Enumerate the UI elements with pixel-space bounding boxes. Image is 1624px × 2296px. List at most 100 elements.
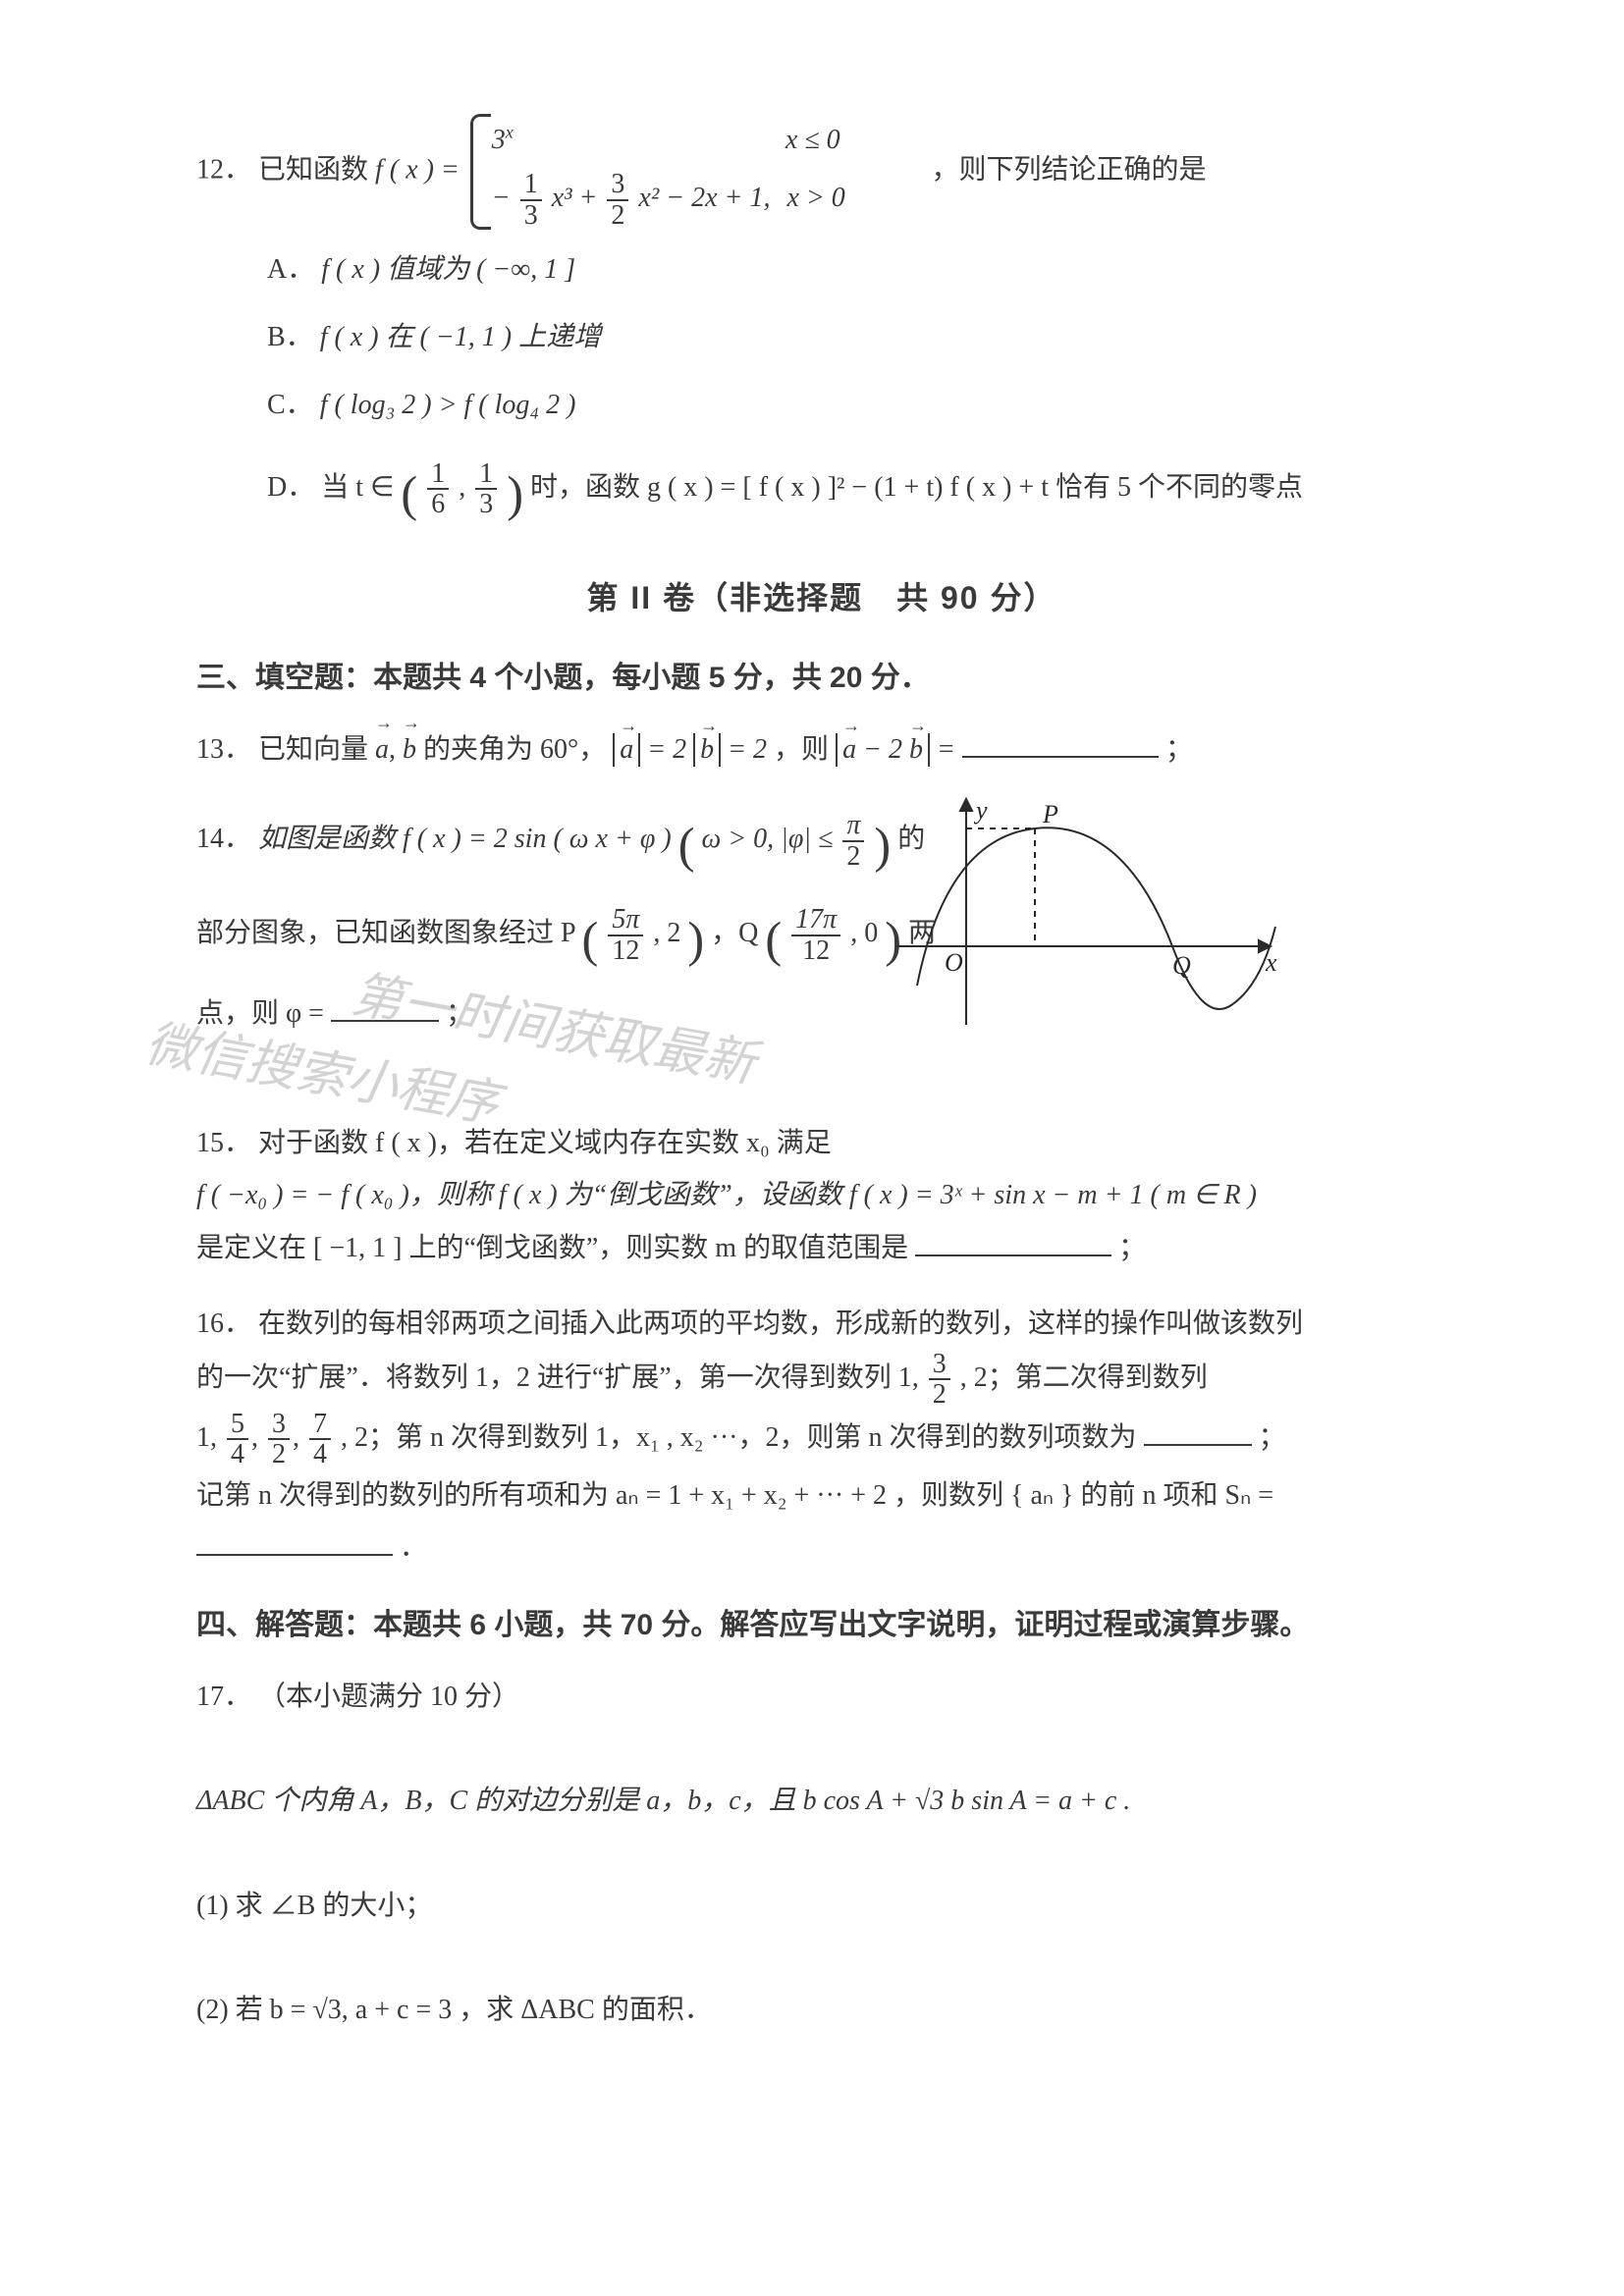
q15-a: 对于函数 f ( x )，若在定义域内存在实数 x₀ 满足 — [258, 1128, 832, 1158]
frac-num: 1 — [475, 459, 497, 490]
piece-2: − 1 3 x³ + 3 2 x² − 2x + 1, x > 0 — [492, 168, 925, 232]
lparen-icon: ( — [401, 466, 417, 521]
frac-num: 5 — [227, 1410, 248, 1440]
frac-num: 5π — [608, 905, 643, 935]
opt-body: f ( log₃ 2 ) > f ( log₄ 2 ) — [320, 390, 576, 420]
piece2-cond: x > 0 — [786, 172, 924, 224]
abs-a-2b: a − 2 b — [836, 733, 930, 767]
q16-line4a: 记第 n 次得到的数列的所有项和为 aₙ = 1 + x₁ + x₂ + ···… — [196, 1480, 1273, 1511]
q14-line3a: 点，则 φ = — [196, 998, 331, 1029]
q14-figure: y x O P Q — [878, 779, 1290, 1035]
q12-stem: 12． 已知函数 f ( x ) = 3x x ≤ 0 − 1 3 x³ + 3 — [196, 112, 1447, 232]
q17-number: 17． — [196, 1682, 251, 1712]
solve-heading: 四、解答题：本题共 6 小题，共 70 分。解答应写出文字说明，证明过程或演算步… — [196, 1597, 1447, 1653]
rparen-icon: ) — [507, 466, 523, 521]
q13-c: ，则 — [774, 734, 836, 765]
opt-label: B． — [267, 322, 313, 352]
frac-3-2-a: 3 2 — [929, 1350, 950, 1410]
frac-den: 3 — [475, 490, 497, 518]
frac-num: 17π — [791, 905, 840, 935]
section-2-title: 第 II 卷（非选择题 共 90 分） — [196, 568, 1447, 628]
q12-option-b: B． f ( x ) 在 ( −1, 1 ) 上递增 — [196, 311, 1447, 363]
frac-den: 3 — [520, 201, 542, 230]
question-15: 15． 对于函数 f ( x )，若在定义域内存在实数 x₀ 满足 f ( −x… — [196, 1117, 1447, 1274]
fill-blank[interactable] — [331, 989, 439, 1022]
frac-num: 7 — [309, 1410, 331, 1440]
opt-label: A． — [267, 254, 314, 285]
frac-1-6: 1 6 — [427, 459, 449, 519]
frac-num: π — [842, 811, 864, 841]
q12-stem-b: ，则下列结论正确的是 — [931, 154, 1206, 185]
q17-part1: (1) 求 ∠B 的大小； — [196, 1891, 432, 1921]
optD-b: 时，函数 g ( x ) = [ f ( x ) ]² − (1 + t) f … — [530, 471, 1303, 502]
eq-2a: = 2 — [647, 734, 686, 765]
q15-tail: ； — [1118, 1233, 1146, 1263]
vector-b-icon: b — [909, 733, 923, 767]
frac-5pi-12: 5π 12 — [608, 905, 643, 965]
q12-option-c: C． f ( log₃ 2 ) > f ( log₄ 2 ) — [196, 379, 1447, 431]
q16-tail2: ． — [400, 1532, 427, 1563]
frac-num: 3 — [929, 1350, 950, 1380]
piece1-expr: 3x — [492, 125, 514, 155]
axis-y-label: y — [973, 796, 988, 825]
q13-number: 13． — [196, 734, 251, 765]
q14-tail: ； — [446, 998, 473, 1029]
frac-den: 2 — [929, 1380, 950, 1409]
q15-line3: 是定义在 [ −1, 1 ] 上的“倒戈函数”，则实数 m 的取值范围是 — [196, 1233, 908, 1263]
frac-1-3b: 1 3 — [475, 459, 497, 519]
piece1-cond: x ≤ 0 — [785, 114, 923, 166]
vector-b-icon: b — [700, 733, 714, 767]
abs-b: b — [693, 733, 721, 767]
q16-line3-lead: 1, — [196, 1422, 224, 1453]
rparen-icon: ) — [687, 912, 704, 967]
lparen-icon: ( — [678, 818, 695, 873]
abs-a: a — [613, 733, 640, 767]
frac-den: 4 — [227, 1440, 248, 1468]
vector-b-icon: b — [403, 723, 416, 775]
q16-c: , 2；第二次得到数列 — [960, 1362, 1208, 1393]
point-q-label: Q — [1172, 951, 1191, 980]
q-y: , 0 — [850, 918, 878, 948]
frac-num: 3 — [607, 170, 628, 200]
fill-blank-heading: 三、填空题：本题共 4 个小题，每小题 5 分，共 20 分． — [196, 650, 1447, 706]
fill-blank[interactable] — [196, 1523, 393, 1556]
question-12: 12． 已知函数 f ( x ) = 3x x ≤ 0 − 1 3 x³ + 3 — [196, 112, 1447, 541]
piece2-tail: x² − 2x + 1, — [638, 183, 770, 213]
q14-line2b: ，Q — [711, 918, 758, 948]
frac-17pi-12: 17π 12 — [791, 905, 840, 965]
q12-option-a: A． f ( x ) 值域为 ( −∞, 1 ] — [196, 243, 1447, 295]
q13-b: 的夹角为 60°， — [423, 734, 606, 765]
frac-3-2-b: 3 2 — [268, 1410, 290, 1469]
q16-a: 在数列的每相邻两项之间插入此两项的平均数，形成新的数列，这样的操作叫做该数列 — [258, 1308, 1303, 1339]
frac-5-4: 5 4 — [227, 1410, 248, 1469]
q14-number: 14． — [196, 824, 251, 854]
frac-den: 12 — [791, 936, 840, 965]
frac-1-3: 1 3 — [520, 170, 542, 230]
p-y: , 2 — [653, 918, 680, 948]
q12-option-d: D． 当 t ∈ ( 1 6 , 1 3 ) 时，函数 g ( x ) = [ … — [196, 448, 1447, 542]
question-13: 13． 已知向量 a, b 的夹角为 60°， a = 2 b = 2 ，则 a… — [196, 723, 1447, 775]
q16-d: , 2；第 n 次得到数列 1，x₁ , x₂ ···，2，则第 n 次得到的数… — [341, 1422, 1137, 1453]
q17-line1: ΔABC 个内角 A，B，C 的对边分别是 a，b，c，且 b cos A + … — [196, 1786, 1130, 1816]
frac-den: 6 — [427, 490, 449, 518]
q17-part2: (2) 若 b = √3, a + c = 3 ，求 ΔABC 的面积． — [196, 1995, 712, 2025]
piecewise-brace: 3x x ≤ 0 − 1 3 x³ + 3 2 x² − 2x + 1, — [470, 112, 925, 232]
q14-a: 如图是函数 f ( x ) = 2 sin ( ω x + φ ) — [258, 824, 672, 854]
question-14: 14． 如图是函数 f ( x ) = 2 sin ( ω x + φ ) ( … — [196, 799, 1447, 1094]
fill-blank[interactable] — [1144, 1414, 1252, 1446]
opt-label: D． — [267, 471, 314, 502]
frac-den: 4 — [309, 1440, 331, 1468]
eq-sign: = — [937, 734, 962, 765]
optD-a: 当 t ∈ — [321, 471, 394, 502]
fill-blank[interactable] — [962, 725, 1159, 758]
q13-tail: ； — [1165, 734, 1193, 765]
q15-line2: f ( −x₀ ) = − f ( x₀ )，则称 f ( x ) 为“倒戈函数… — [196, 1180, 1257, 1210]
frac-den: 12 — [608, 936, 643, 965]
q14-line2a: 部分图象，已知函数图象经过 P — [196, 918, 575, 948]
eq-2b: = 2 — [728, 734, 767, 765]
frac-num: 1 — [427, 459, 449, 490]
frac-num: 1 — [520, 170, 542, 200]
fill-blank[interactable] — [915, 1224, 1111, 1256]
frac-den: 2 — [268, 1440, 290, 1468]
frac-num: 3 — [268, 1410, 290, 1440]
